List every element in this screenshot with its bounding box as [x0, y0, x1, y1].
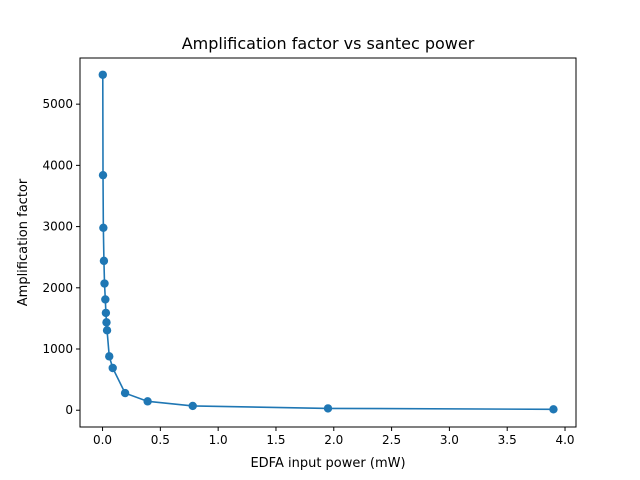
- x-tick-label: 1.0: [209, 433, 228, 447]
- x-tick-label: 1.5: [266, 433, 285, 447]
- x-tick-label: 4.0: [555, 433, 574, 447]
- x-axis-label: EDFA input power (mW): [250, 456, 405, 471]
- data-point: [102, 318, 111, 327]
- y-tick-label: 0: [65, 403, 73, 417]
- data-point: [108, 363, 117, 373]
- data-point: [99, 256, 109, 266]
- x-tick-label: 3.0: [440, 433, 459, 447]
- data-series: [98, 70, 558, 414]
- y-tick-label: 1000: [42, 342, 73, 356]
- data-point: [120, 388, 130, 398]
- x-axis-ticks: 0.0 0.5 1.0 1.5 2.0 2.5 3.0 3.5 4.0: [93, 427, 575, 447]
- x-tick-label: 2.5: [382, 433, 401, 447]
- data-point: [98, 170, 108, 180]
- data-point: [98, 70, 107, 79]
- x-tick-label: 0.0: [93, 433, 112, 447]
- y-tick-label: 5000: [42, 97, 73, 111]
- y-tick-label: 4000: [42, 158, 73, 172]
- data-point: [102, 326, 112, 335]
- x-tick-label: 0.5: [151, 433, 170, 447]
- data-point: [100, 279, 109, 288]
- data-point: [323, 404, 333, 413]
- data-point: [549, 405, 558, 414]
- chart-title: Amplification factor vs santec power: [182, 34, 475, 53]
- data-point: [101, 308, 111, 318]
- data-point: [99, 223, 108, 233]
- y-axis-ticks: 0 1000 2000 3000 4000 5000: [42, 97, 80, 417]
- data-point: [105, 352, 114, 361]
- y-axis-label: Amplification factor: [16, 178, 31, 306]
- data-point: [143, 397, 152, 406]
- x-tick-label: 2.0: [324, 433, 343, 447]
- data-point: [101, 295, 110, 304]
- plot-area: [80, 58, 576, 427]
- data-point: [188, 401, 197, 411]
- y-tick-label: 3000: [42, 220, 73, 234]
- x-tick-label: 3.5: [498, 433, 517, 447]
- plot-frame: [79, 57, 577, 428]
- y-tick-label: 2000: [42, 281, 73, 295]
